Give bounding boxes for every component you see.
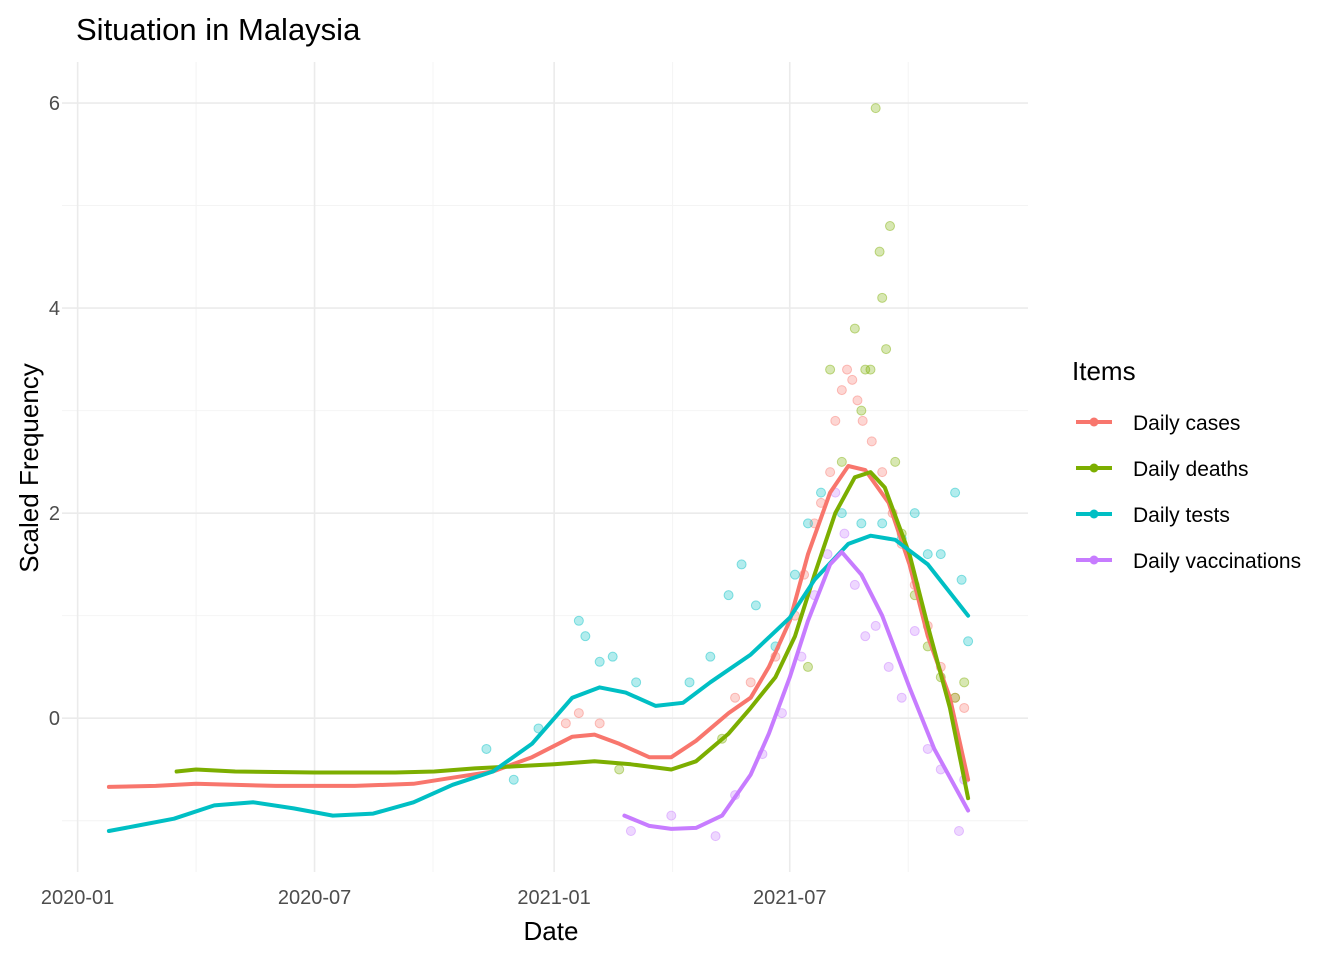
- daily-deaths-point: [849, 323, 860, 334]
- legend-label: Daily vaccinations: [1133, 550, 1301, 573]
- daily-tests-point: [922, 549, 933, 560]
- daily-vaccinations-point: [860, 631, 871, 642]
- daily-vaccinations-point: [896, 692, 907, 703]
- data-points: [481, 103, 974, 842]
- y-tick-label: 2: [49, 503, 60, 525]
- daily-deaths-point: [860, 364, 871, 375]
- daily-cases-line: [106, 464, 971, 789]
- grid: [62, 62, 1028, 872]
- daily-vaccinations-point: [883, 661, 894, 672]
- daily-cases-point: [573, 708, 584, 719]
- x-tick-label: 2020-01: [41, 887, 114, 909]
- daily-tests-point: [594, 656, 605, 667]
- y-axis-title: Scaled Frequency: [14, 363, 44, 573]
- legend-label: Daily cases: [1133, 412, 1240, 435]
- daily-deaths-point: [885, 221, 895, 232]
- y-tick-label: 4: [49, 298, 60, 320]
- legend-item-daily-vaccinations: Daily vaccinations: [1076, 550, 1301, 573]
- daily-vaccinations-point: [625, 825, 636, 836]
- daily-tests-point: [631, 677, 642, 688]
- daily-vaccinations-point: [839, 528, 850, 539]
- daily-tests-point: [802, 518, 813, 529]
- daily-deaths-point: [614, 764, 625, 775]
- daily-tests-point: [684, 677, 695, 688]
- daily-tests-point: [789, 569, 800, 580]
- trend-lines: [106, 464, 971, 833]
- daily-cases-point: [730, 692, 741, 703]
- daily-cases-point: [830, 415, 841, 426]
- daily-cases-point: [866, 436, 877, 447]
- y-tick-label: 0: [49, 708, 60, 730]
- daily-vaccinations-point: [710, 831, 721, 842]
- daily-tests-point: [877, 518, 888, 529]
- daily-tests-point: [723, 590, 734, 601]
- daily-deaths-line: [174, 470, 971, 801]
- daily-cases-point: [836, 385, 847, 396]
- daily-cases-point: [825, 467, 836, 478]
- daily-cases-point: [959, 702, 970, 713]
- daily-tests-point: [508, 774, 519, 785]
- legend-key-point: [1089, 555, 1099, 565]
- legend: Items Daily cases Daily deaths Daily tests…: [1072, 356, 1301, 573]
- daily-tests-point: [956, 574, 967, 585]
- daily-tests-point: [963, 636, 974, 647]
- daily-deaths-point: [802, 661, 813, 672]
- daily-deaths-point: [890, 456, 901, 467]
- legend-key-point: [1089, 417, 1099, 427]
- daily-tests-point: [750, 600, 761, 611]
- daily-tests-point: [856, 518, 867, 529]
- chart-title: Situation in Malaysia: [76, 12, 361, 47]
- daily-vaccinations-point: [849, 579, 860, 590]
- daily-tests-point: [580, 631, 591, 642]
- daily-tests-point: [950, 487, 961, 498]
- daily-tests-point: [909, 508, 920, 519]
- daily-cases-point: [745, 677, 756, 688]
- daily-deaths-point: [825, 364, 836, 375]
- x-axis-title: Date: [524, 916, 579, 946]
- legend-label: Daily deaths: [1133, 458, 1249, 481]
- daily-cases-point: [877, 467, 888, 478]
- daily-tests-line: [106, 533, 971, 833]
- daily-deaths-point: [959, 677, 970, 688]
- daily-tests-point: [736, 559, 747, 570]
- legend-item-daily-deaths: Daily deaths: [1076, 458, 1249, 481]
- daily-tests-point: [573, 615, 584, 626]
- legend-key-point: [1089, 463, 1099, 473]
- daily-deaths-point: [881, 344, 892, 355]
- daily-cases-point: [857, 415, 868, 426]
- daily-vaccinations-line: [622, 550, 971, 831]
- legend-key-point: [1089, 509, 1099, 519]
- daily-cases-point: [842, 364, 853, 375]
- daily-deaths-point: [865, 364, 876, 375]
- daily-deaths-point: [836, 456, 847, 467]
- daily-vaccinations-point: [909, 626, 920, 637]
- daily-deaths-point: [870, 103, 881, 114]
- daily-vaccinations-point: [870, 620, 881, 631]
- daily-cases-point: [852, 395, 863, 406]
- x-tick-label: 2020-07: [278, 887, 351, 909]
- daily-deaths-point: [856, 405, 867, 416]
- x-tick-label: 2021-01: [517, 887, 590, 909]
- daily-vaccinations-point: [666, 810, 677, 821]
- legend-item-daily-cases: Daily cases: [1076, 412, 1240, 435]
- daily-deaths-point: [877, 292, 888, 303]
- daily-deaths-point: [874, 246, 885, 257]
- daily-tests-point: [816, 487, 826, 498]
- daily-cases-point: [560, 718, 571, 729]
- daily-cases-point: [847, 374, 858, 385]
- legend-item-daily-tests: Daily tests: [1076, 504, 1230, 527]
- y-tick-label: 6: [49, 93, 60, 115]
- daily-vaccinations-point: [954, 825, 964, 836]
- daily-tests-point: [481, 743, 492, 754]
- daily-tests-point: [607, 651, 618, 662]
- axis-ticks: 0 2 4 6 2020-01 2020-07 2021-01 2021-07: [41, 93, 827, 909]
- daily-tests-point: [705, 651, 716, 662]
- x-tick-label: 2021-07: [753, 887, 826, 909]
- legend-title: Items: [1072, 356, 1136, 386]
- legend-label: Daily tests: [1133, 504, 1230, 527]
- daily-tests-point: [935, 549, 946, 560]
- daily-cases-point: [594, 718, 605, 729]
